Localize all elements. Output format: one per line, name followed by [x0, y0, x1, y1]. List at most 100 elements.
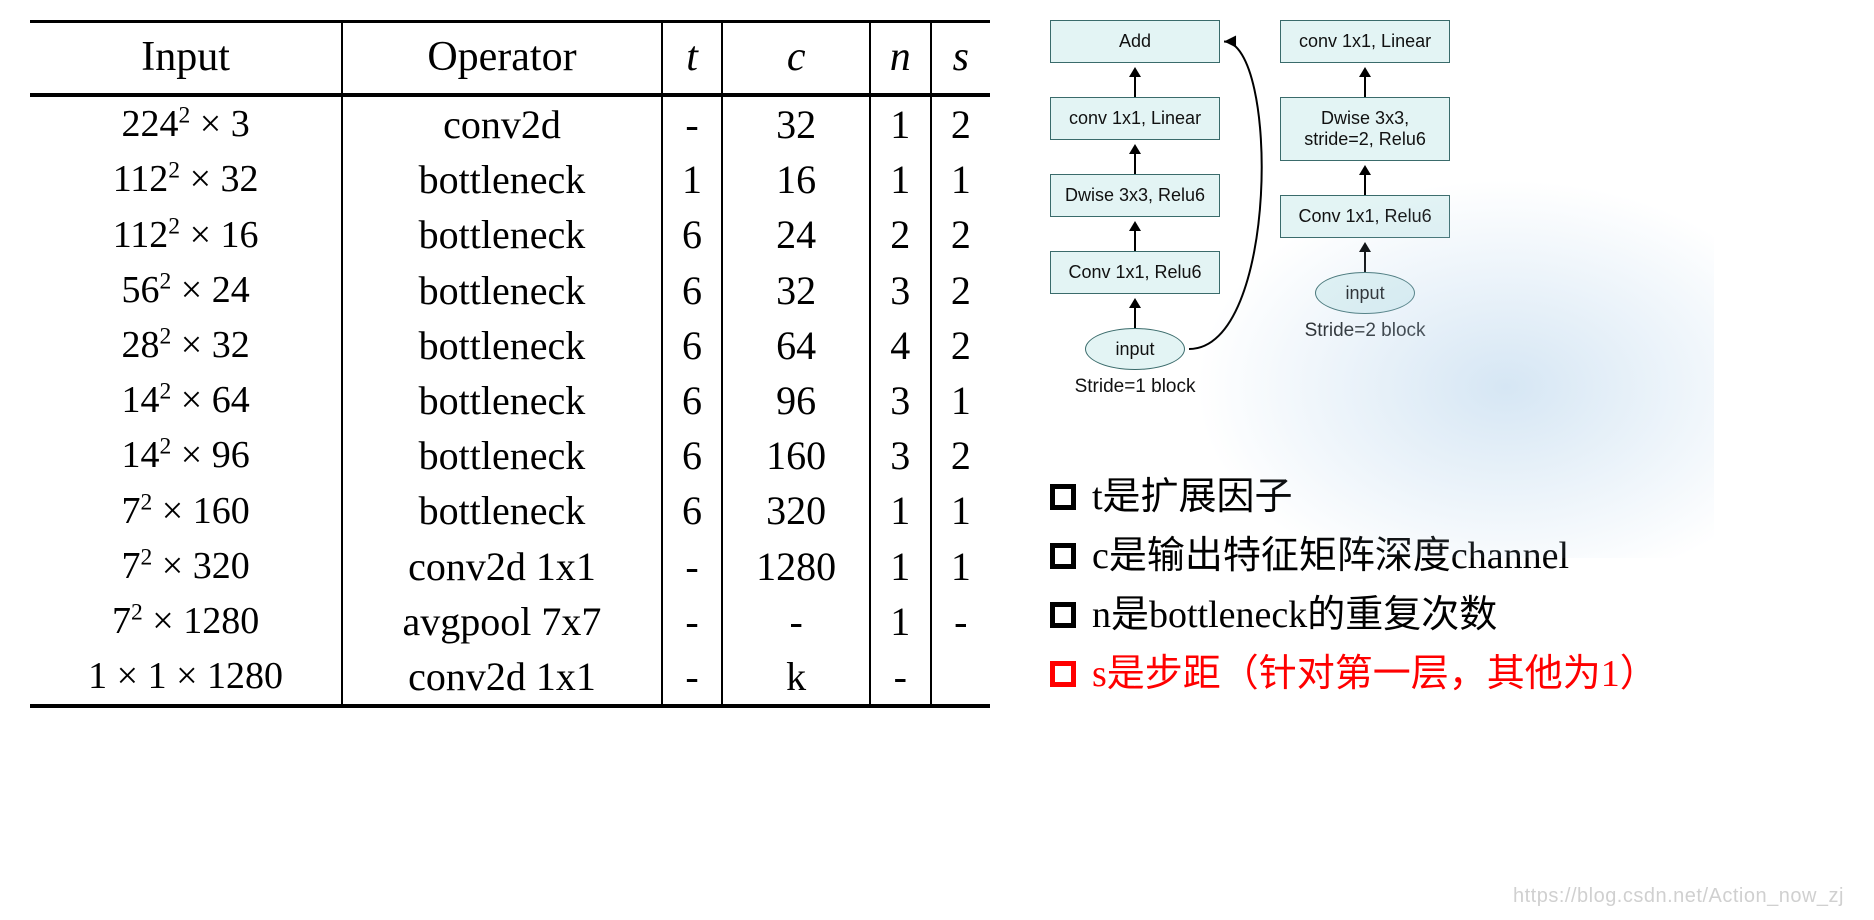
cell-t: 6: [662, 207, 723, 262]
cell-s: 1: [931, 373, 990, 428]
cell-t: -: [662, 539, 723, 594]
arrow-line: [1364, 175, 1366, 195]
arrow-line: [1364, 77, 1366, 97]
cell-t: 6: [662, 263, 723, 318]
cell-op: bottleneck: [342, 152, 661, 207]
th-s: s: [931, 22, 990, 96]
arrow-line: [1134, 308, 1136, 328]
cell-op: bottleneck: [342, 428, 661, 483]
table-row: 72 × 320conv2d 1x1-128011: [30, 539, 990, 594]
cell-n: -: [870, 649, 931, 706]
stride1-block: Add conv 1x1, Linear Dwise 3x3, Relu6 Conv …: [1050, 20, 1220, 398]
cell-input: 562 × 24: [30, 263, 342, 318]
cell-c: 1280: [722, 539, 870, 594]
diagram-input-node: input: [1315, 272, 1415, 314]
legend-text: t是扩展因子: [1092, 468, 1293, 527]
cell-n: 3: [870, 263, 931, 318]
cell-op: avgpool 7x7: [342, 594, 661, 649]
cell-op: bottleneck: [342, 483, 661, 538]
legend-bullet-icon: [1050, 661, 1076, 687]
cell-s: -: [931, 594, 990, 649]
table-row: 72 × 160bottleneck632011: [30, 483, 990, 538]
cell-op: conv2d 1x1: [342, 539, 661, 594]
cell-s: 2: [931, 428, 990, 483]
stride2-block: conv 1x1, Linear Dwise 3x3, stride=2, Rel…: [1280, 20, 1450, 398]
arrow-up-icon: [1359, 67, 1371, 77]
cell-input: 72 × 160: [30, 483, 342, 538]
legend-text: c是输出特征矩阵深度channel: [1092, 527, 1569, 586]
cell-n: 1: [870, 483, 931, 538]
diagram-caption: Stride=2 block: [1305, 320, 1426, 342]
cell-c: 16: [722, 152, 870, 207]
legend-bullet-icon: [1050, 602, 1076, 628]
arrow-line: [1134, 231, 1136, 251]
cell-c: 160: [722, 428, 870, 483]
table-row: 2242 × 3conv2d-3212: [30, 95, 990, 152]
legend-list: t是扩展因子c是输出特征矩阵深度channeln是bottleneck的重复次数…: [1050, 468, 1844, 704]
diagram-caption: Stride=1 block: [1075, 376, 1196, 398]
architecture-table-wrap: Input Operator t c n s 2242 × 3conv2d-32…: [30, 20, 990, 708]
cell-t: 6: [662, 428, 723, 483]
diagram-node: conv 1x1, Linear: [1050, 97, 1220, 140]
cell-op: conv2d 1x1: [342, 649, 661, 706]
cell-s: 2: [931, 263, 990, 318]
table-row: 72 × 1280avgpool 7x7--1-: [30, 594, 990, 649]
legend-bullet-icon: [1050, 484, 1076, 510]
diagram-node: Add: [1050, 20, 1220, 63]
table-row: 142 × 64bottleneck69631: [30, 373, 990, 428]
cell-input: 1122 × 16: [30, 207, 342, 262]
cell-t: 6: [662, 318, 723, 373]
cell-s: 1: [931, 152, 990, 207]
table-row: 1122 × 16bottleneck62422: [30, 207, 990, 262]
table-row: 282 × 32bottleneck66442: [30, 318, 990, 373]
table-header-row: Input Operator t c n s: [30, 22, 990, 96]
legend-item: t是扩展因子: [1050, 468, 1844, 527]
arrow-line: [1134, 154, 1136, 174]
cell-s: 2: [931, 95, 990, 152]
legend-text: n是bottleneck的重复次数: [1092, 586, 1497, 645]
table-row: 1 × 1 × 1280conv2d 1x1-k-: [30, 649, 990, 706]
legend-text: s是步距（针对第一层，其他为1）: [1092, 645, 1658, 704]
table-row: 1122 × 32bottleneck11611: [30, 152, 990, 207]
cell-s: 2: [931, 207, 990, 262]
legend-bullet-icon: [1050, 543, 1076, 569]
diagram-input-node: input: [1085, 328, 1185, 370]
cell-op: bottleneck: [342, 263, 661, 318]
cell-input: 1122 × 32: [30, 152, 342, 207]
cell-t: 6: [662, 483, 723, 538]
watermark-text: https://blog.csdn.net/Action_now_zj: [1513, 885, 1844, 908]
diagram-node: conv 1x1, Linear: [1280, 20, 1450, 63]
th-input: Input: [30, 22, 342, 96]
cell-c: 32: [722, 263, 870, 318]
diagram-node: Dwise 3x3, stride=2, Relu6: [1280, 97, 1450, 161]
diagram-node: Conv 1x1, Relu6: [1280, 195, 1450, 238]
cell-op: bottleneck: [342, 207, 661, 262]
cell-input: 142 × 96: [30, 428, 342, 483]
cell-c: 96: [722, 373, 870, 428]
arrow-line: [1134, 77, 1136, 97]
legend-item: s是步距（针对第一层，其他为1）: [1050, 645, 1844, 704]
th-n: n: [870, 22, 931, 96]
legend-item: c是输出特征矩阵深度channel: [1050, 527, 1844, 586]
arrow-up-icon: [1129, 221, 1141, 231]
cell-n: 1: [870, 594, 931, 649]
table-row: 142 × 96bottleneck616032: [30, 428, 990, 483]
diagram-node: Dwise 3x3, Relu6: [1050, 174, 1220, 217]
cell-c: 32: [722, 95, 870, 152]
cell-input: 1 × 1 × 1280: [30, 649, 342, 706]
cell-c: k: [722, 649, 870, 706]
cell-t: -: [662, 95, 723, 152]
block-diagrams: Add conv 1x1, Linear Dwise 3x3, Relu6 Conv …: [1050, 20, 1844, 398]
cell-c: 320: [722, 483, 870, 538]
cell-s: 1: [931, 483, 990, 538]
arrow-up-icon: [1129, 298, 1141, 308]
cell-c: 24: [722, 207, 870, 262]
cell-n: 1: [870, 95, 931, 152]
cell-c: -: [722, 594, 870, 649]
legend-item: n是bottleneck的重复次数: [1050, 586, 1844, 645]
diagram-node: Conv 1x1, Relu6: [1050, 251, 1220, 294]
cell-t: 1: [662, 152, 723, 207]
cell-input: 72 × 1280: [30, 594, 342, 649]
cell-n: 1: [870, 152, 931, 207]
cell-s: [931, 649, 990, 706]
